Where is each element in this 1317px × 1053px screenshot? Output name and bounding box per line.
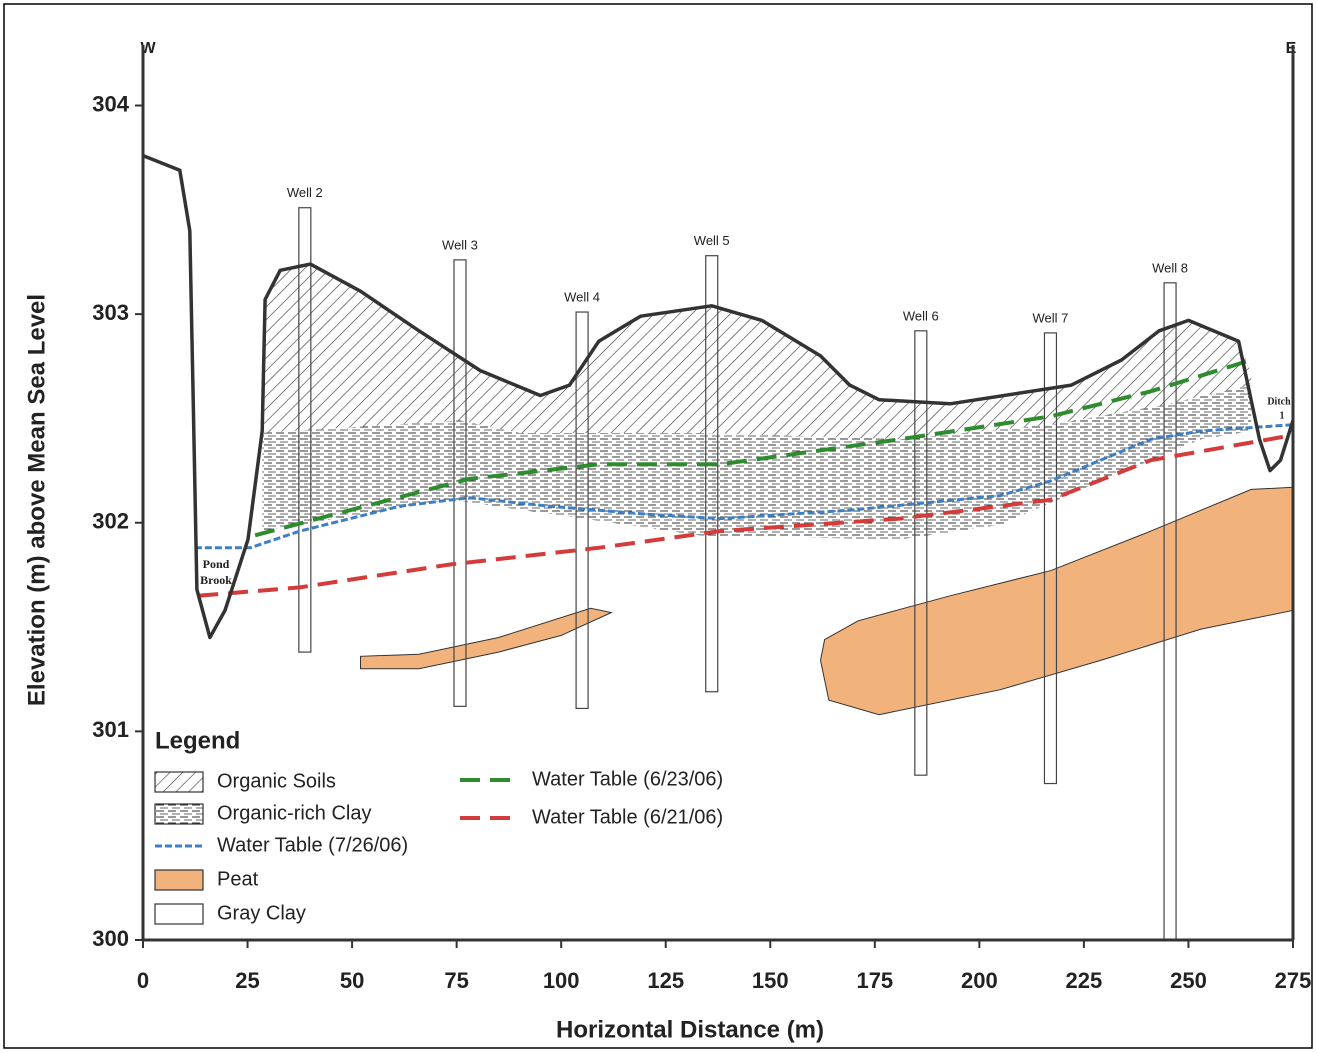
water-table-line <box>254 358 1252 538</box>
well-label: Well 3 <box>442 237 478 252</box>
x-tick-label: 150 <box>752 968 789 993</box>
legend-label: Organic Soils <box>217 770 336 792</box>
legend-label: Water Table (6/23/06) <box>532 768 723 790</box>
legend-title: Legend <box>155 727 240 754</box>
legend-label: Gray Clay <box>217 902 306 924</box>
x-tick-label: 175 <box>856 968 893 993</box>
layer-area <box>360 607 614 670</box>
annotation: Pond <box>203 557 230 571</box>
legend-swatch <box>154 869 204 891</box>
x-tick-label: 50 <box>340 968 364 993</box>
x-tick-label: 275 <box>1275 968 1312 993</box>
well-label: Well 5 <box>694 233 730 248</box>
y-tick-label: 300 <box>92 926 129 951</box>
x-tick-label: 200 <box>961 968 998 993</box>
y-tick-label: 301 <box>92 717 129 742</box>
annotation: Brook <box>200 573 232 587</box>
x-tick-label: 25 <box>235 968 259 993</box>
well-label: Well 7 <box>1033 310 1069 325</box>
layer-area <box>262 264 1252 440</box>
ground-surface <box>142 153 1295 640</box>
well-label: Well 8 <box>1152 260 1188 275</box>
x-tick-label: 225 <box>1066 968 1103 993</box>
x-axis-title: Horizontal Distance (m) <box>556 1016 824 1043</box>
annotation: 1 <box>1280 410 1285 421</box>
legend-swatch <box>154 903 204 925</box>
water-table-line <box>194 423 1294 550</box>
frame <box>3 3 1313 1049</box>
legend-label: Organic-rich Clay <box>217 802 371 824</box>
legend-label: Water Table (7/26/06) <box>217 834 408 856</box>
legend-label: Peat <box>217 868 259 890</box>
x-tick-label: 100 <box>543 968 580 993</box>
well <box>298 207 312 653</box>
well-label: Well 6 <box>903 308 939 323</box>
well <box>705 255 719 693</box>
well <box>914 330 928 776</box>
legend-label: Water Table (6/21/06) <box>532 806 723 828</box>
direction-label: E <box>1286 40 1297 57</box>
y-tick-label: 302 <box>92 509 129 534</box>
well <box>453 259 467 707</box>
y-tick-label: 304 <box>92 91 129 116</box>
well-label: Well 2 <box>287 185 323 200</box>
y-axis-title: Elevation (m) above Mean Sea Level <box>23 294 50 706</box>
annotation: Ditch <box>1267 396 1291 407</box>
legend-swatch <box>154 803 204 825</box>
well <box>1043 332 1058 785</box>
legend-swatch <box>154 771 204 793</box>
y-tick-label: 303 <box>92 300 129 325</box>
x-tick-label: 250 <box>1170 968 1207 993</box>
water-table-line <box>198 433 1294 598</box>
x-tick-label: 125 <box>647 968 684 993</box>
well-label: Well 4 <box>564 289 600 304</box>
x-tick-label: 75 <box>444 968 468 993</box>
x-tick-label: 0 <box>137 968 149 993</box>
